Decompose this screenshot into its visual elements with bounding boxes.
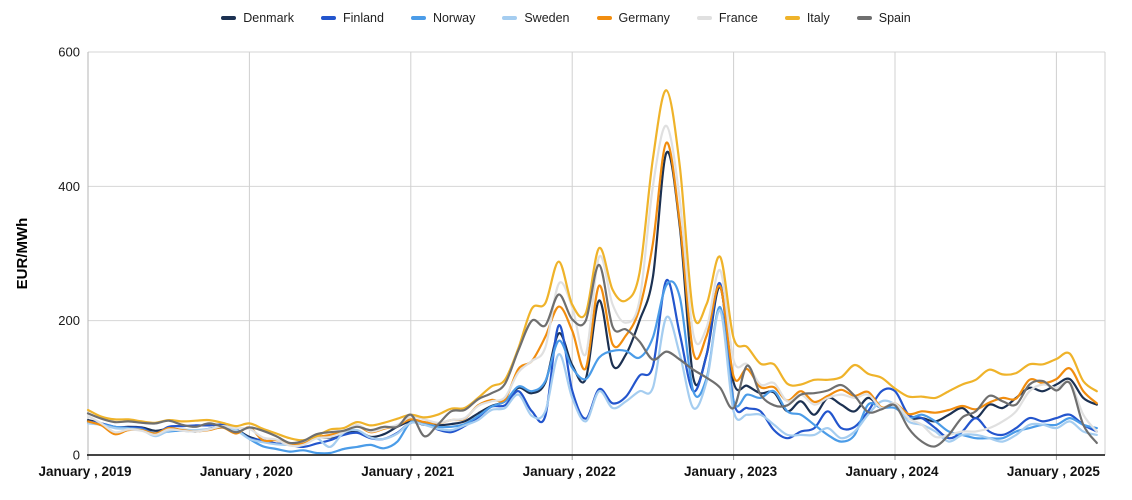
legend-label: Sweden — [524, 11, 570, 25]
legend-label: Finland — [342, 11, 384, 25]
legend-swatch-spain — [856, 16, 872, 21]
series-line-norway — [86, 280, 1098, 455]
x-tick-label: January , 2022 — [523, 464, 616, 479]
legend-label: Spain — [878, 11, 911, 25]
legend-item-denmark[interactable]: Denmark — [221, 12, 294, 25]
series-line-spain — [86, 263, 1098, 448]
series-lines — [86, 89, 1098, 455]
legend-swatch-finland — [320, 16, 336, 21]
legend-item-sweden[interactable]: Sweden — [502, 11, 570, 25]
y-tick-label: 200 — [58, 313, 80, 328]
legend-swatch-france — [696, 16, 712, 21]
x-tick-label: January , 2021 — [361, 464, 455, 479]
legend-swatch-italy — [784, 16, 800, 21]
y-tick-label: 600 — [58, 45, 80, 60]
series-line-germany — [86, 141, 1098, 446]
y-axis-title: EUR/MWh — [14, 218, 31, 290]
x-tick-label: January , 2024 — [845, 464, 939, 479]
legend-item-germany[interactable]: Germany — [596, 11, 670, 25]
legend-item-italy[interactable]: Italy — [784, 11, 830, 25]
legend-label: Italy — [806, 11, 830, 25]
x-tick-label: January , 2019 — [38, 464, 131, 479]
x-tick-label: January , 2020 — [200, 464, 293, 479]
legend-label: Norway — [432, 11, 476, 25]
series-line-france — [86, 124, 1098, 448]
y-tick-label: 400 — [58, 179, 80, 194]
legend-swatch-sweden — [502, 16, 518, 21]
legend-swatch-norway — [410, 16, 426, 21]
axis-labels: 0 200 400 600 January , 2019 January , 2020 Ja… — [14, 45, 1100, 480]
legend-item-france[interactable]: France — [696, 11, 758, 25]
legend-item-finland[interactable]: Finland — [320, 11, 384, 25]
legend-label: France — [718, 11, 758, 25]
x-tick-label: January , 2023 — [684, 464, 778, 479]
legend-label: Germany — [618, 11, 670, 25]
series-line-italy — [86, 89, 1098, 442]
legend-label: Denmark — [243, 11, 294, 25]
chart-legend: Denmark Finland Norway Sweden Germany France I… — [0, 12, 1132, 25]
series-line-sweden — [86, 309, 1098, 449]
y-tick-label: 0 — [73, 448, 80, 463]
legend-swatch-germany — [596, 16, 612, 21]
x-tick-label: January , 2025 — [1007, 464, 1101, 479]
legend-item-norway[interactable]: Norway — [410, 11, 476, 25]
legend-item-spain[interactable]: Spain — [856, 11, 911, 25]
legend-swatch-denmark — [221, 16, 237, 21]
